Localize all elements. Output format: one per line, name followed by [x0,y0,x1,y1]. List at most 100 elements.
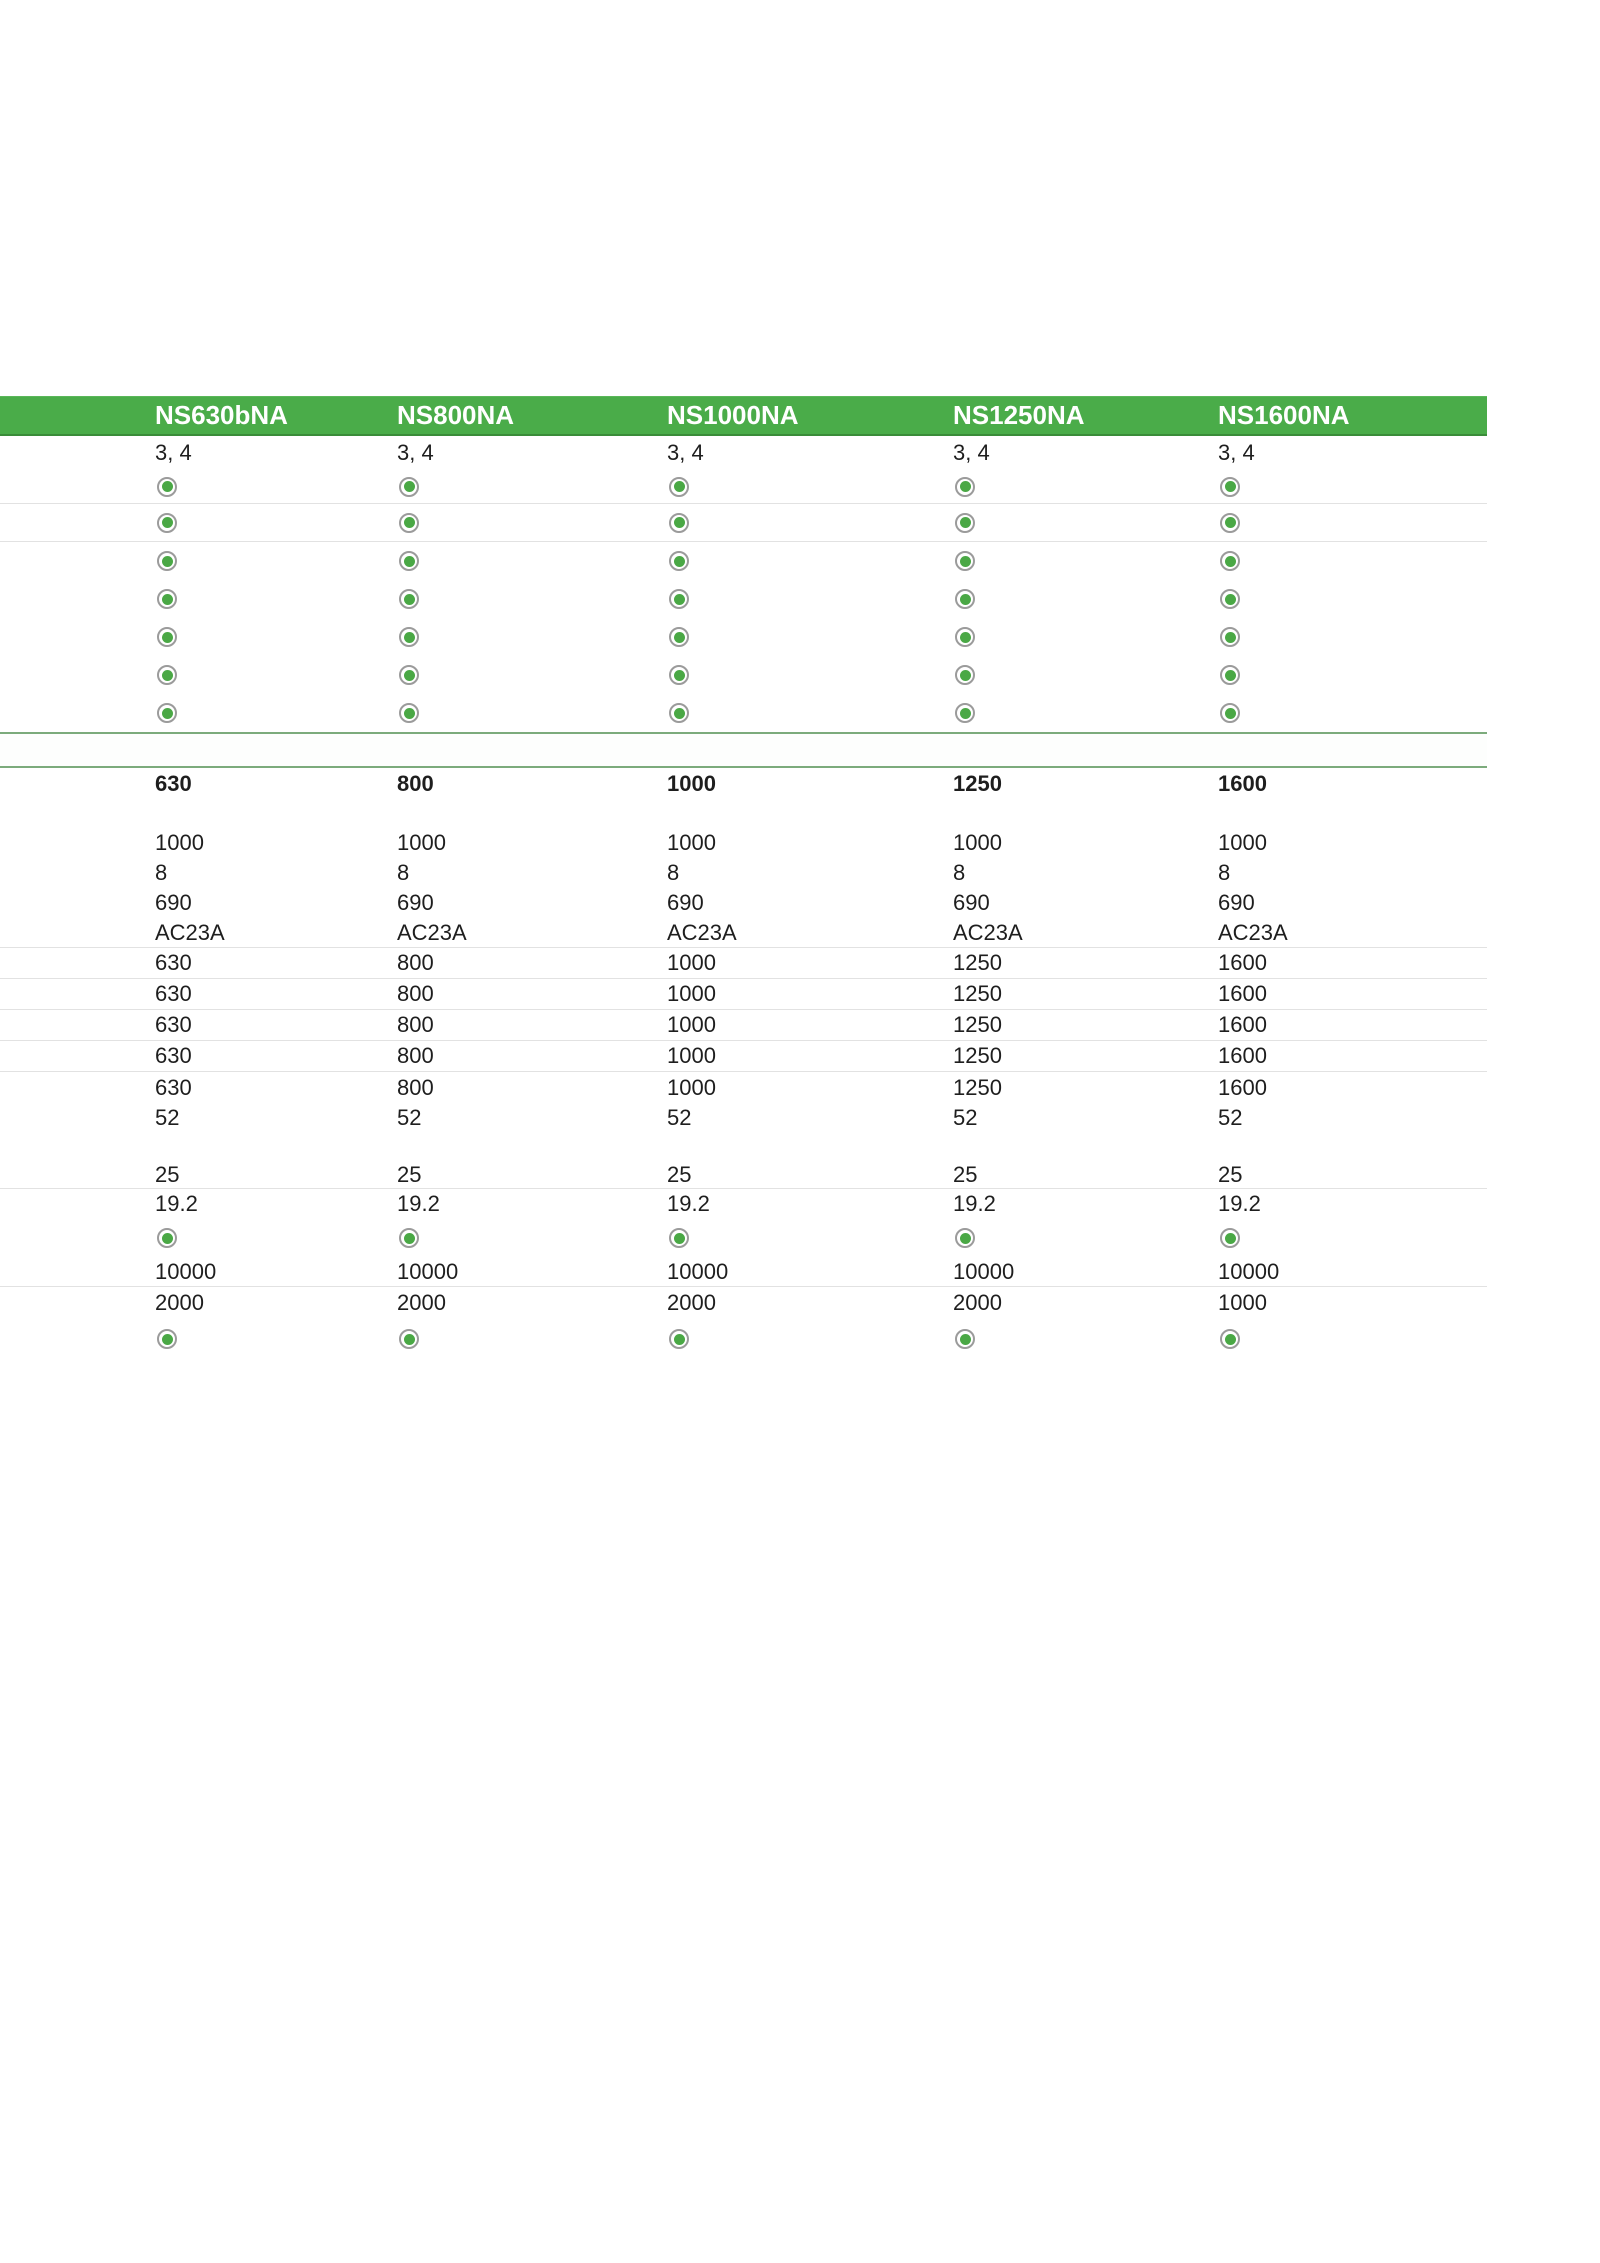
table-cell-indicator [145,703,387,723]
availability-dot-fill [161,555,173,567]
table-cell-value: 630 [155,1043,192,1068]
availability-dot-fill [1224,631,1236,643]
table-cell-indicator [657,551,943,571]
table-cell-value: 690 [1218,890,1255,915]
availability-dot-fill [959,707,971,719]
table-cell-indicator [943,703,1208,723]
availability-dot-icon [157,1228,177,1248]
availability-dot-icon [1220,551,1240,571]
table-cell-value: 3, 4 [953,440,990,465]
table-cell-indicator [943,476,1208,497]
availability-dot-icon [1220,627,1240,647]
availability-dot-fill [959,593,971,605]
table-cell-indicator [387,476,657,497]
availability-dot-icon [1220,512,1240,533]
availability-dot-fill [1224,593,1236,605]
table-cell-value: 3, 4 [397,440,434,465]
indicator-row [0,542,1487,580]
table-cell-value: 1000 [667,1043,716,1068]
availability-dot-icon [399,476,419,497]
table-cell-value: 8 [953,860,966,885]
table-cell-value: 1000 [155,830,204,855]
table-cell-indicator [145,476,387,497]
availability-dot-fill [673,707,685,719]
availability-dot-fill [673,517,685,528]
table-cell-indicator [145,551,387,571]
table-cell-value: 19.2 [1218,1191,1261,1216]
availability-dot-fill [161,593,173,605]
value-row: AC23A AC23A AC23A AC23A AC23A [0,918,1487,948]
table-cell-value: 10000 [667,1258,729,1284]
table-cell-value: 630 [155,771,192,796]
availability-dot-fill [403,707,415,719]
availability-dot-icon [399,512,419,533]
table-cell-value: 52 [667,1105,692,1130]
table-cell-indicator [145,627,387,647]
availability-dot-icon [1220,589,1240,609]
table-cell-indicator [387,589,657,609]
availability-dot-fill [161,1333,173,1345]
table-cell-value: 25 [667,1161,692,1187]
availability-dot-icon [669,1329,689,1349]
table-cell-indicator [1208,589,1487,609]
availability-dot-icon [1220,476,1240,497]
table-cell-value: 2000 [667,1290,716,1315]
table-cell-indicator [387,1228,657,1248]
indicator-row [0,694,1487,732]
table-cell-indicator [387,512,657,533]
table-header-row: NS630bNA NS800NA NS1000NA NS1250NA NS1600NA [0,396,1487,436]
pole-availability-section: 3, 4 3, 4 3, 4 3, 4 3, 4 [0,436,1487,732]
indicator-row [0,1319,1487,1359]
table-cell-value: 800 [397,771,434,796]
table-cell-value: 630 [155,1074,192,1100]
value-row: 630 800 1000 1250 1600 [0,1041,1487,1072]
table-cell-value: 1600 [1218,771,1267,796]
value-row: 2000 2000 2000 2000 1000 [0,1287,1487,1319]
availability-dot-icon [669,665,689,685]
availability-dot-fill [161,1232,173,1244]
availability-dot-icon [669,627,689,647]
table-cell-value: 2000 [155,1290,204,1315]
availability-dot-fill [1224,517,1236,528]
table-cell-indicator [387,1329,657,1349]
value-row: 3, 4 3, 4 3, 4 3, 4 3, 4 [0,436,1487,470]
table-cell-indicator [145,1329,387,1349]
table-cell-value: 690 [397,890,434,915]
availability-dot-icon [669,703,689,723]
column-header: NS630bNA [155,400,288,430]
availability-dot-icon [399,627,419,647]
availability-dot-fill [161,517,173,528]
indicator-row [0,470,1487,504]
table-cell-value: 19.2 [667,1191,710,1216]
table-cell-indicator [657,476,943,497]
table-cell-indicator [657,627,943,647]
availability-dot-icon [157,512,177,533]
value-row: 19.2 19.2 19.2 19.2 19.2 [0,1189,1487,1219]
table-cell-value: 52 [397,1105,422,1130]
availability-dot-icon [1220,1329,1240,1349]
value-row: 52 52 52 52 52 [0,1103,1487,1133]
availability-dot-fill [673,1333,685,1345]
indicator-row [0,580,1487,618]
availability-dot-fill [959,631,971,643]
availability-dot-fill [959,1232,971,1244]
table-cell-value: 1000 [397,830,446,855]
availability-dot-icon [399,589,419,609]
table-cell-indicator [657,1228,943,1248]
availability-dot-icon [157,1329,177,1349]
value-row: 690 690 690 690 690 [0,888,1487,918]
value-row: 630 800 1000 1250 1600 [0,979,1487,1010]
table-cell-value: 1000 [667,1012,716,1037]
value-row: 8 8 8 8 8 [0,858,1487,888]
table-cell-value: AC23A [397,919,467,945]
table-cell-value: 25 [397,1161,422,1187]
availability-dot-fill [959,669,971,681]
table-cell-value: AC23A [1218,919,1288,945]
availability-dot-icon [955,589,975,609]
column-header: NS1000NA [667,400,799,430]
availability-dot-fill [403,1232,415,1244]
availability-dot-fill [403,555,415,567]
indicator-row [0,618,1487,656]
table-cell-indicator [657,1329,943,1349]
availability-dot-fill [1224,481,1236,492]
